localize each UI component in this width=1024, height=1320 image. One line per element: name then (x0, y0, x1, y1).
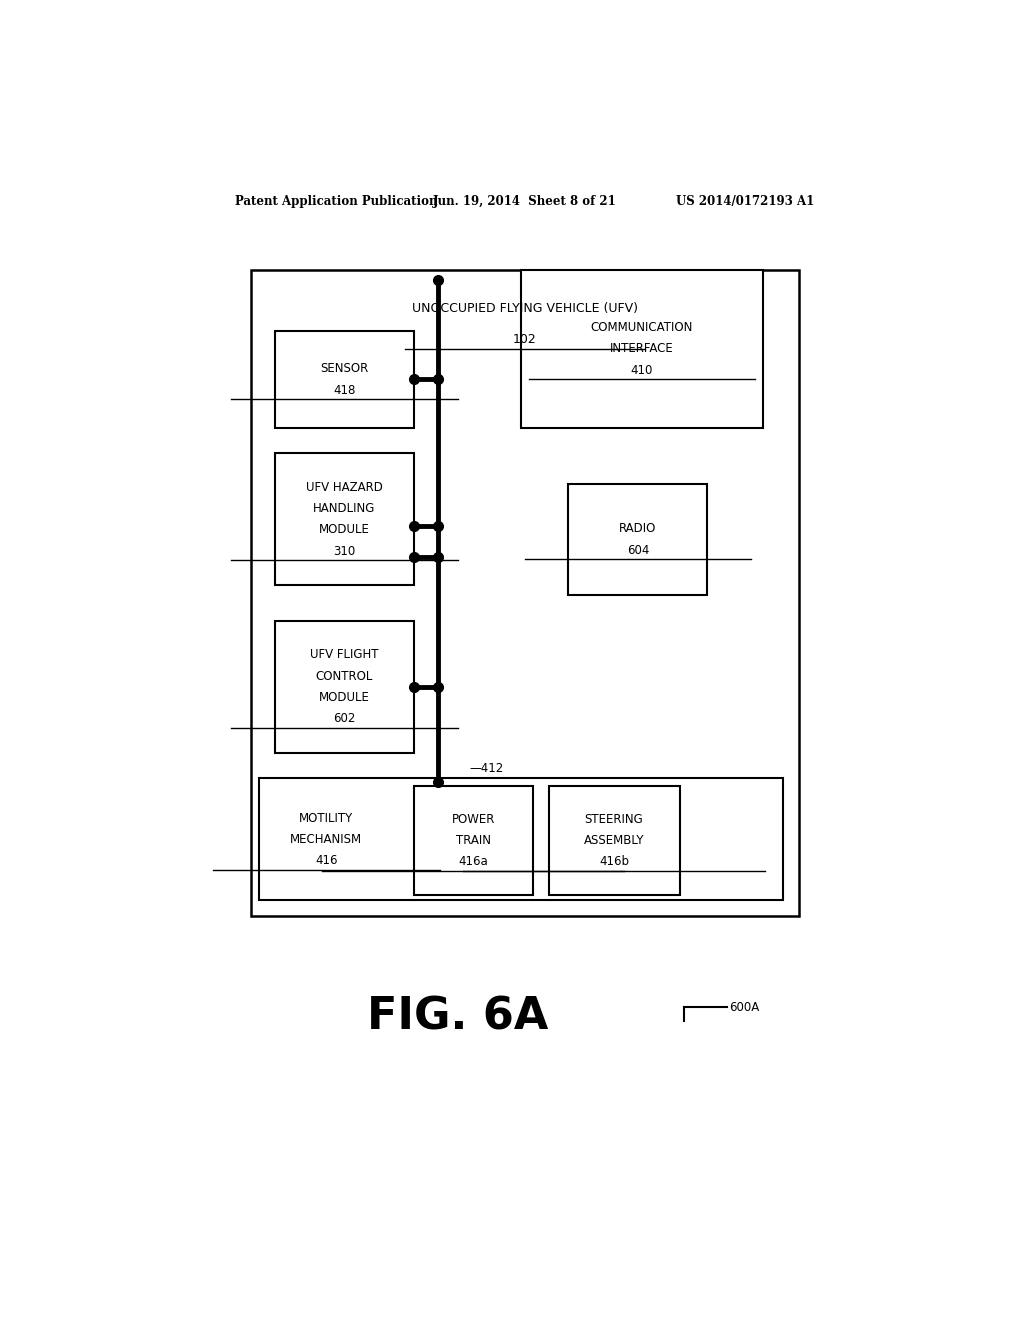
Bar (274, 331, 414, 428)
Text: 410: 410 (631, 364, 653, 376)
Text: UFV FLIGHT: UFV FLIGHT (310, 648, 379, 661)
Text: SENSOR: SENSOR (321, 362, 369, 375)
Text: 416a: 416a (459, 855, 488, 869)
Bar (414, 785, 532, 895)
Bar (521, 271, 763, 428)
Text: FIG. 6A: FIG. 6A (367, 995, 548, 1039)
Bar (251, 271, 799, 916)
Text: CONTROL: CONTROL (315, 669, 373, 682)
Text: 418: 418 (333, 384, 355, 396)
Text: UNOCCUPIED FLYING VEHICLE (UFV): UNOCCUPIED FLYING VEHICLE (UFV) (412, 302, 638, 315)
Text: COMMUNICATION: COMMUNICATION (591, 321, 693, 334)
Bar (274, 453, 414, 585)
Text: —412: —412 (469, 762, 504, 775)
Text: TRAIN: TRAIN (456, 834, 490, 847)
Text: UFV HAZARD: UFV HAZARD (306, 480, 383, 494)
Text: 310: 310 (333, 545, 355, 558)
Text: MOTILITY: MOTILITY (299, 812, 353, 825)
Text: MECHANISM: MECHANISM (291, 833, 362, 846)
Text: 604: 604 (627, 544, 649, 557)
Text: STEERING: STEERING (585, 813, 643, 825)
Text: 600A: 600A (729, 1001, 760, 1014)
Text: MODULE: MODULE (318, 692, 370, 704)
Text: 416b: 416b (599, 855, 629, 869)
Text: RADIO: RADIO (620, 523, 656, 536)
Text: MODULE: MODULE (318, 524, 370, 536)
Text: INTERFACE: INTERFACE (610, 342, 674, 355)
Text: 602: 602 (333, 713, 355, 726)
Text: ASSEMBLY: ASSEMBLY (584, 834, 644, 847)
Text: 102: 102 (513, 333, 537, 346)
Text: US 2014/0172193 A1: US 2014/0172193 A1 (676, 194, 814, 207)
Text: 416: 416 (315, 854, 338, 867)
Bar (549, 785, 680, 895)
Text: Jun. 19, 2014  Sheet 8 of 21: Jun. 19, 2014 Sheet 8 of 21 (433, 194, 616, 207)
Text: Patent Application Publication: Patent Application Publication (236, 194, 437, 207)
Bar (274, 620, 414, 752)
Text: POWER: POWER (452, 813, 495, 825)
Text: HANDLING: HANDLING (313, 502, 376, 515)
Bar (259, 779, 782, 900)
Bar (568, 483, 708, 595)
